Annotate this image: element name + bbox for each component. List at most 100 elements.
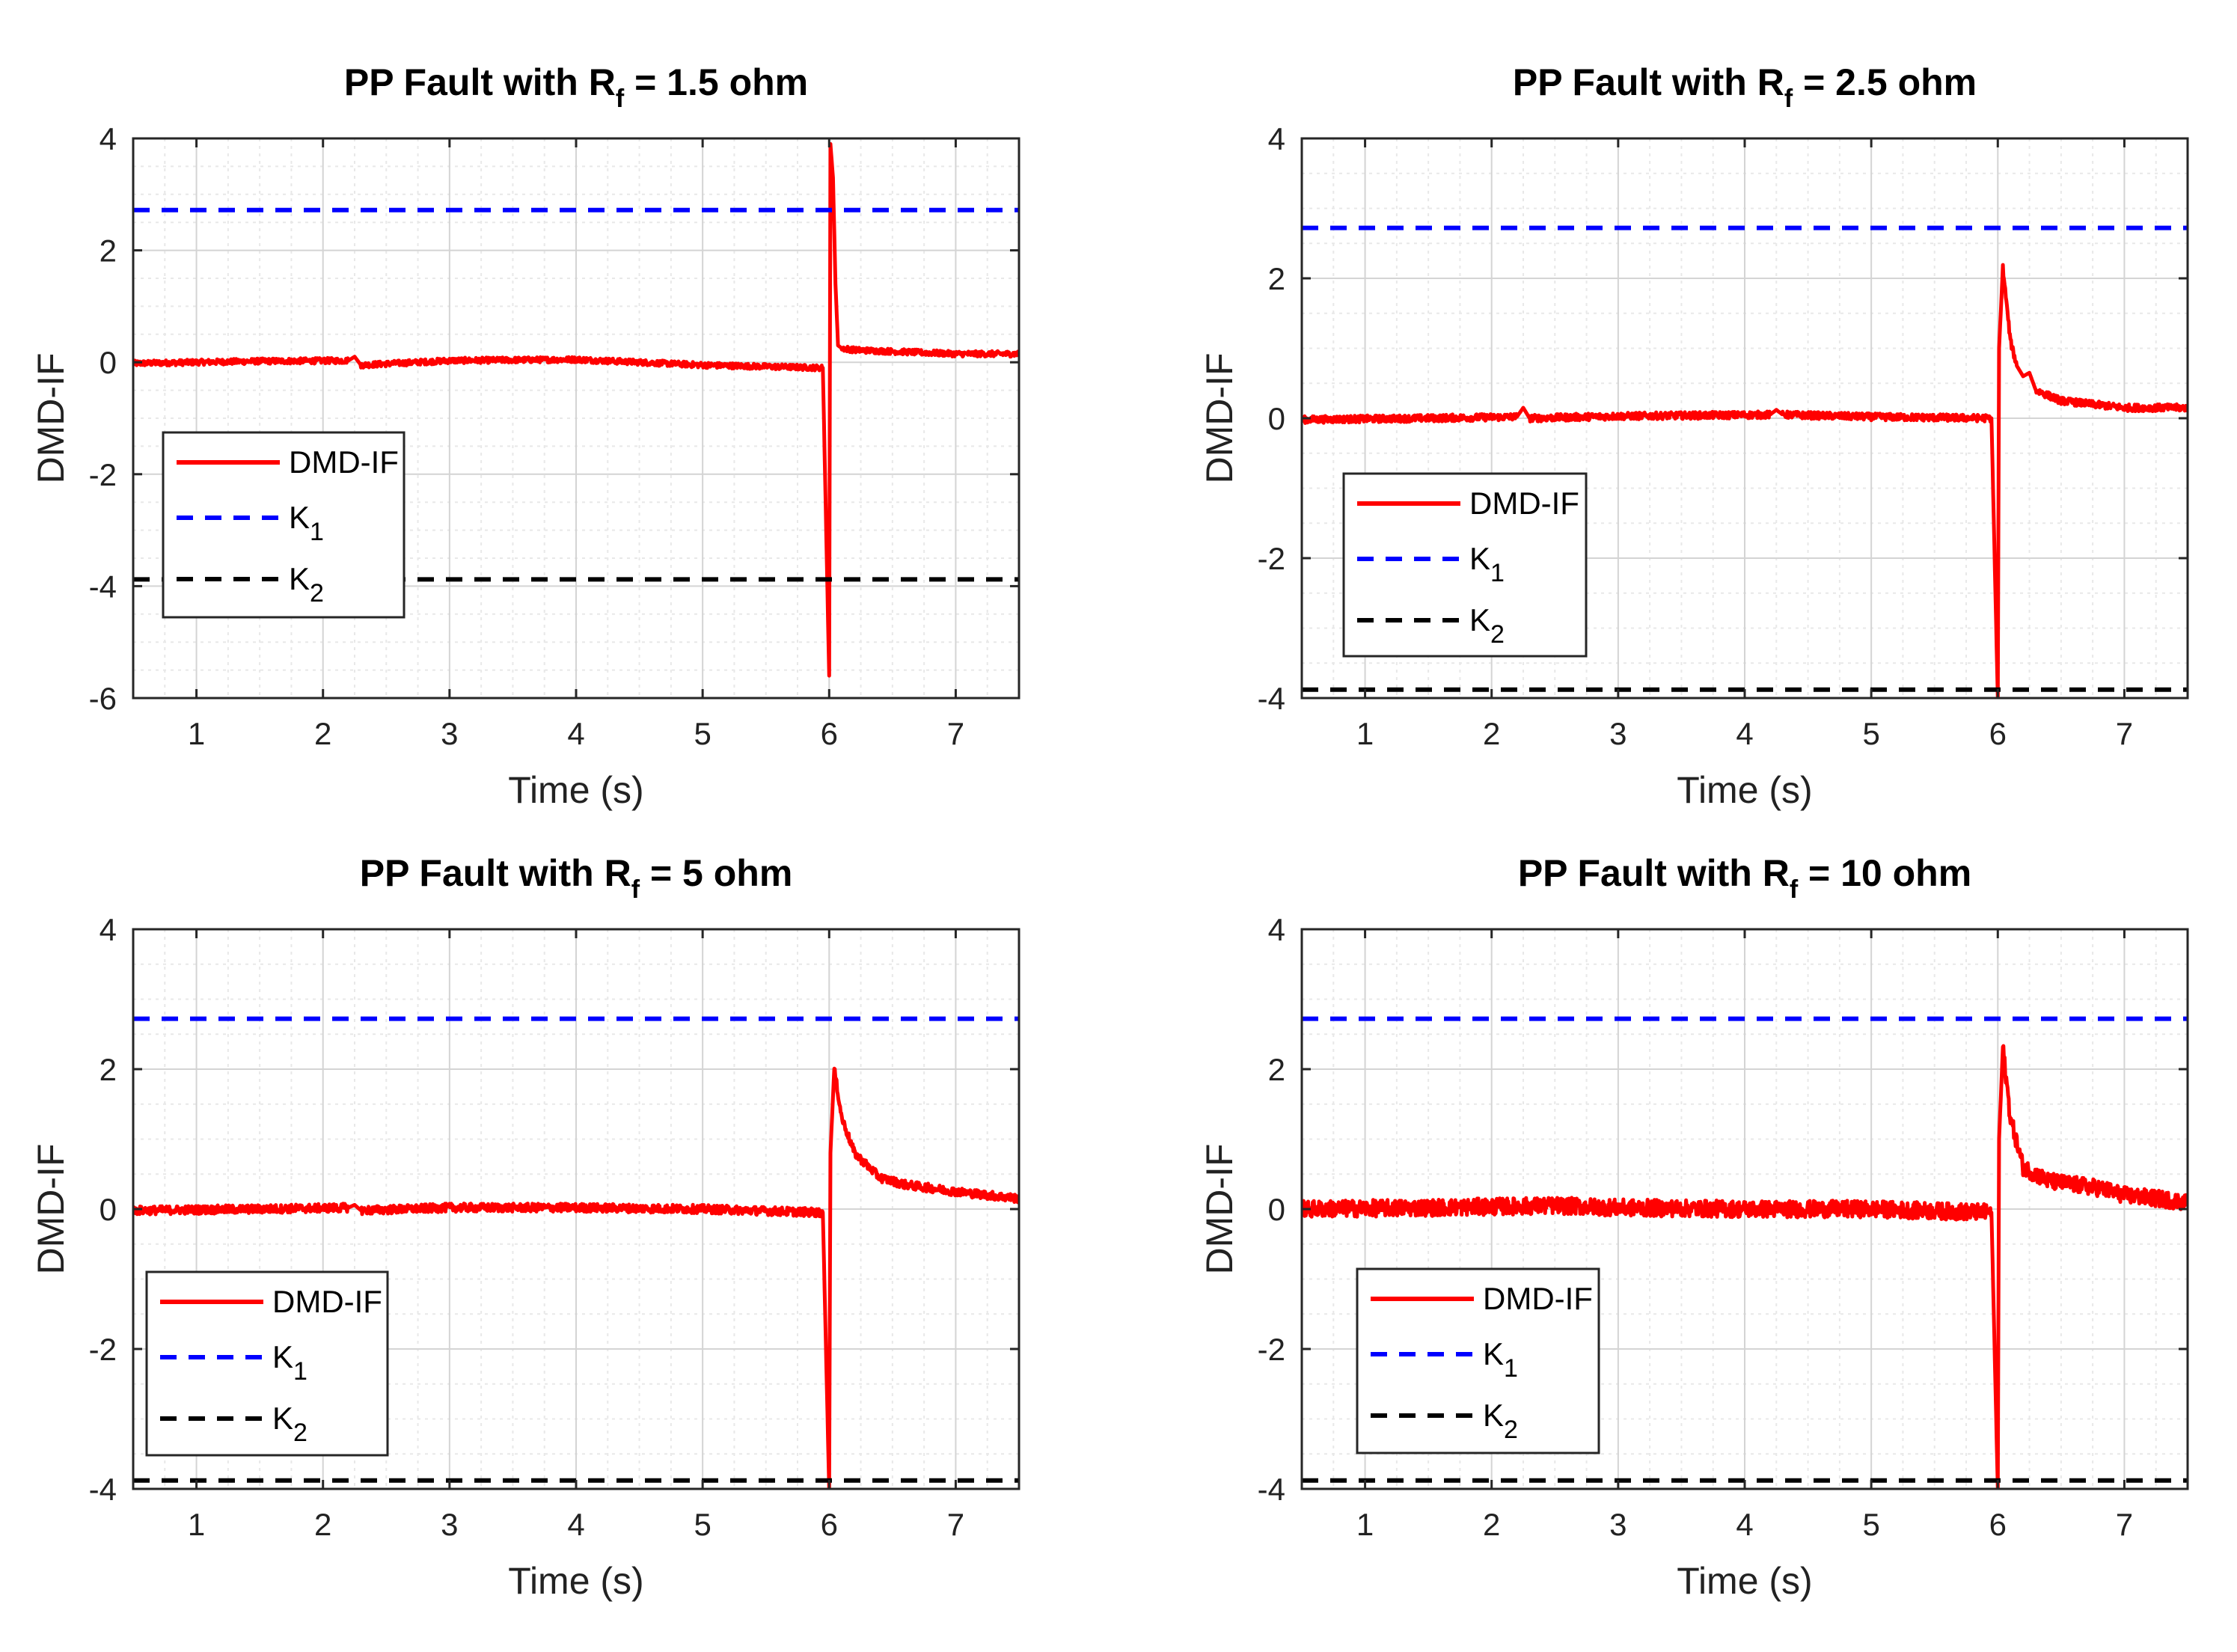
legend-label: DMD-IF [1469,486,1579,521]
legend-label-main: K [289,561,310,596]
legend-label-main: K [1483,1398,1504,1433]
y-tick-label: -4 [89,1472,117,1507]
x-tick-label: 6 [821,716,838,751]
legend-label-subscript: 1 [1504,1354,1518,1383]
legend-label: DMD-IF [272,1284,382,1319]
x-tick-label: 4 [567,1507,584,1542]
x-tick-label: 5 [1862,716,1879,751]
legend-label-main: DMD-IF [1483,1281,1593,1316]
legend-label: K1 [289,500,324,546]
dmd-if-signal-line [133,1066,1019,1489]
y-axis-label: DMD-IF [1199,1144,1240,1275]
chart-title: PP Fault with Rf = 5 ohm [360,852,793,904]
y-tick-label: 4 [100,912,117,947]
title-main: PP Fault with R [1513,61,1784,103]
y-tick-label: -2 [89,1332,117,1367]
subplot-4: 1 2 3 4 5 6 7 -4 -2 0 2 4 Time (s) DMD-IF PP Fault wit… [1199,852,2189,1602]
y-tick-label: -2 [1258,1332,1285,1367]
x-tick-label: 2 [1483,1507,1500,1542]
x-tick-label: 6 [821,1507,838,1542]
legend-label-subscript: 1 [293,1357,307,1386]
x-tick-label: 3 [441,716,458,751]
y-tick-label: 0 [100,345,117,380]
legend-label-main: K [1469,541,1490,576]
chart-title: PP Fault with Rf = 10 ohm [1518,852,1971,904]
x-axis-label: Time (s) [508,1560,643,1602]
title-suffix: = 10 ohm [1798,852,1971,894]
legend-label-subscript: 1 [1490,559,1505,587]
title-subscript: f [631,875,640,904]
legend-label: K2 [272,1401,307,1447]
x-tick-label: 3 [1609,1507,1627,1542]
x-tick-label: 3 [441,1507,458,1542]
y-tick-label: -6 [89,681,117,716]
legend: DMD-IF K1 K2 [162,431,406,619]
dmd-if-signal-line [133,142,1019,678]
x-tick-label: 6 [1989,1507,2007,1542]
legend-label-main: K [1483,1336,1504,1371]
title-main: PP Fault with R [344,61,616,103]
legend-label: K2 [1469,602,1505,649]
x-axis-label: Time (s) [1677,769,1812,811]
y-axis-label: DMD-IF [1199,353,1240,484]
x-tick-label: 5 [694,716,711,751]
legend-label: K1 [272,1339,307,1386]
legend-label-main: K [272,1339,293,1374]
y-tick-label: 2 [100,233,117,269]
x-axis-label: Time (s) [1677,1560,1812,1602]
y-tick-label: -2 [89,457,117,492]
title-suffix: = 5 ohm [640,852,792,894]
x-tick-label: 1 [1356,1507,1374,1542]
y-tick-label: -2 [1258,541,1285,576]
y-axis-label: DMD-IF [30,1144,72,1275]
title-subscript: f [1790,875,1799,904]
dmd-if-signal-line [1302,263,2188,698]
subplot-3: 1 2 3 4 5 6 7 -4 -2 0 2 4 Time (s) DMD-IF PP Fault wit… [30,852,1020,1602]
x-tick-label: 4 [1736,1507,1753,1542]
x-tick-label: 4 [567,716,584,751]
x-tick-label: 1 [188,1507,205,1542]
title-main: PP Fault with R [1518,852,1790,894]
y-axis-label: DMD-IF [30,353,72,484]
x-tick-label: 7 [2116,1507,2133,1542]
legend-label-main: K [272,1401,293,1436]
x-tick-label: 2 [314,716,331,751]
legend-label: K2 [289,561,324,608]
x-tick-label: 4 [1736,716,1753,751]
x-tick-label: 2 [314,1507,331,1542]
legend-label-subscript: 2 [1490,620,1505,649]
x-tick-label: 1 [188,716,205,751]
x-tick-label: 5 [1862,1507,1879,1542]
legend-label: DMD-IF [289,444,399,480]
y-tick-label: 0 [100,1192,117,1227]
legend-label: K1 [1469,541,1505,587]
y-tick-label: 0 [1268,401,1285,436]
y-tick-label: 2 [100,1052,117,1087]
y-tick-label: -4 [89,569,117,604]
x-tick-label: 7 [947,716,964,751]
x-tick-label: 7 [2116,716,2133,751]
title-main: PP Fault with R [360,852,631,894]
legend-label-subscript: 2 [1504,1416,1518,1444]
title-subscript: f [616,85,625,113]
x-tick-label: 5 [694,1507,711,1542]
legend-label: K2 [1483,1398,1518,1444]
x-tick-label: 3 [1609,716,1627,751]
x-tick-label: 7 [947,1507,964,1542]
chart-title: PP Fault with Rf = 1.5 ohm [344,61,808,113]
subplot-2: 1 2 3 4 5 6 7 -4 -2 0 2 4 Time (s) DMD-IF PP Fault wit… [1199,61,2189,811]
title-suffix: = 2.5 ohm [1793,61,1977,103]
x-tick-label: 6 [1989,716,2007,751]
legend-label-main: DMD-IF [289,444,399,480]
x-axis-label: Time (s) [508,769,643,811]
y-tick-label: 4 [100,121,117,156]
legend-label-subscript: 2 [293,1419,307,1447]
y-tick-label: 2 [1268,261,1285,296]
y-tick-label: -4 [1258,1472,1285,1507]
title-subscript: f [1784,85,1793,113]
x-tick-label: 2 [1483,716,1500,751]
legend-label-subscript: 2 [310,579,324,608]
